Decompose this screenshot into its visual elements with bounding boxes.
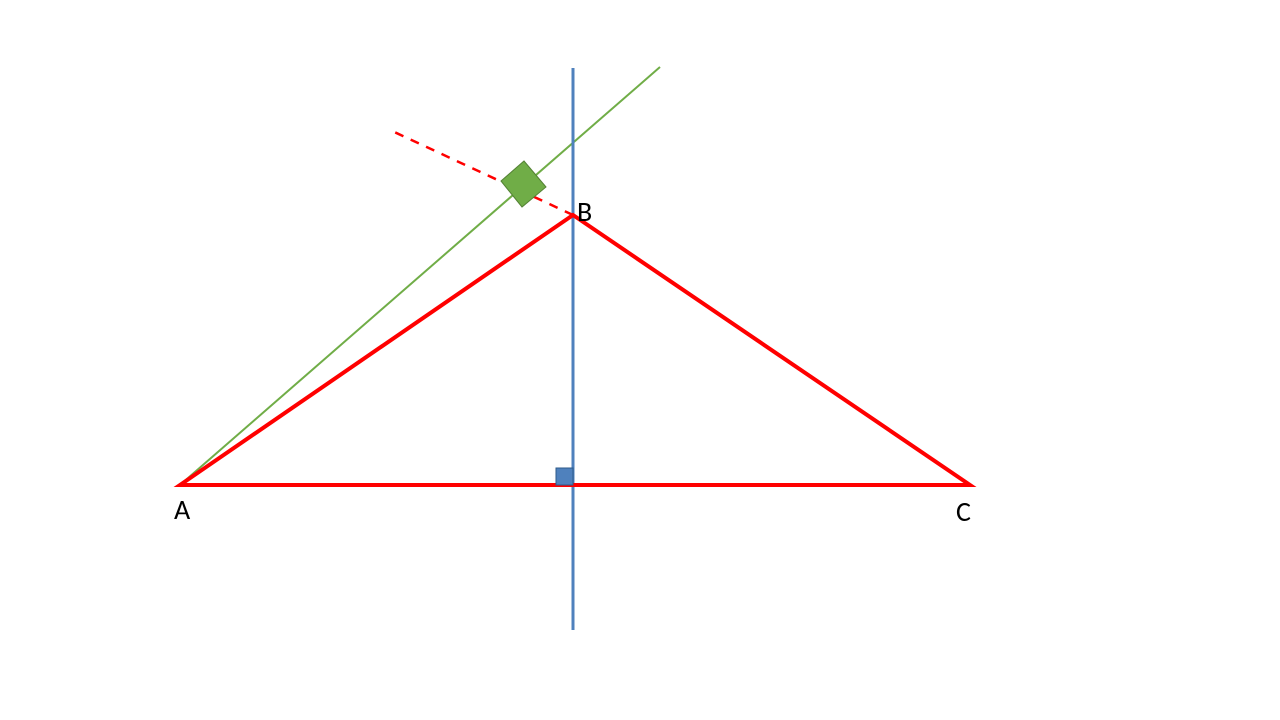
label-b: B xyxy=(577,194,592,229)
perp-dashed xyxy=(390,130,573,215)
label-c: C xyxy=(956,494,971,529)
triangle-abc xyxy=(180,215,970,485)
line-ab-extended xyxy=(180,67,660,485)
label-a: A xyxy=(174,492,191,527)
right-angle-marker-h xyxy=(556,468,573,485)
